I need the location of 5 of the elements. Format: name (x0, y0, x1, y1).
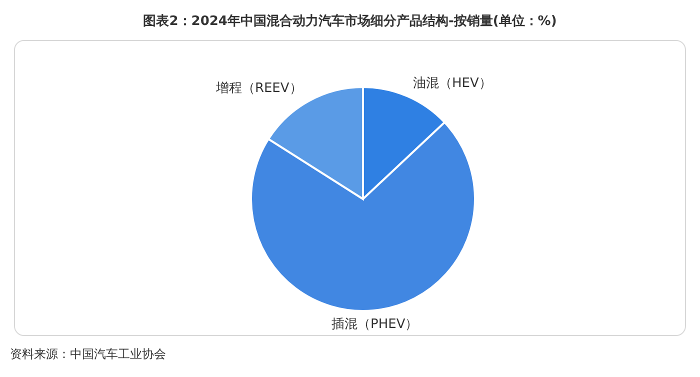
slice-label: 增程（REEV） (214, 81, 302, 96)
text: 资料来源：中国汽车工业协会 (10, 347, 166, 361)
slice-label: 插混（PHEV） (331, 316, 418, 332)
slice-label: 油混（HEV） (413, 76, 492, 91)
chart-title: 图表2：2024年中国混合动力汽车市场细分产品结构-按销量(单位：%) (142, 12, 558, 31)
